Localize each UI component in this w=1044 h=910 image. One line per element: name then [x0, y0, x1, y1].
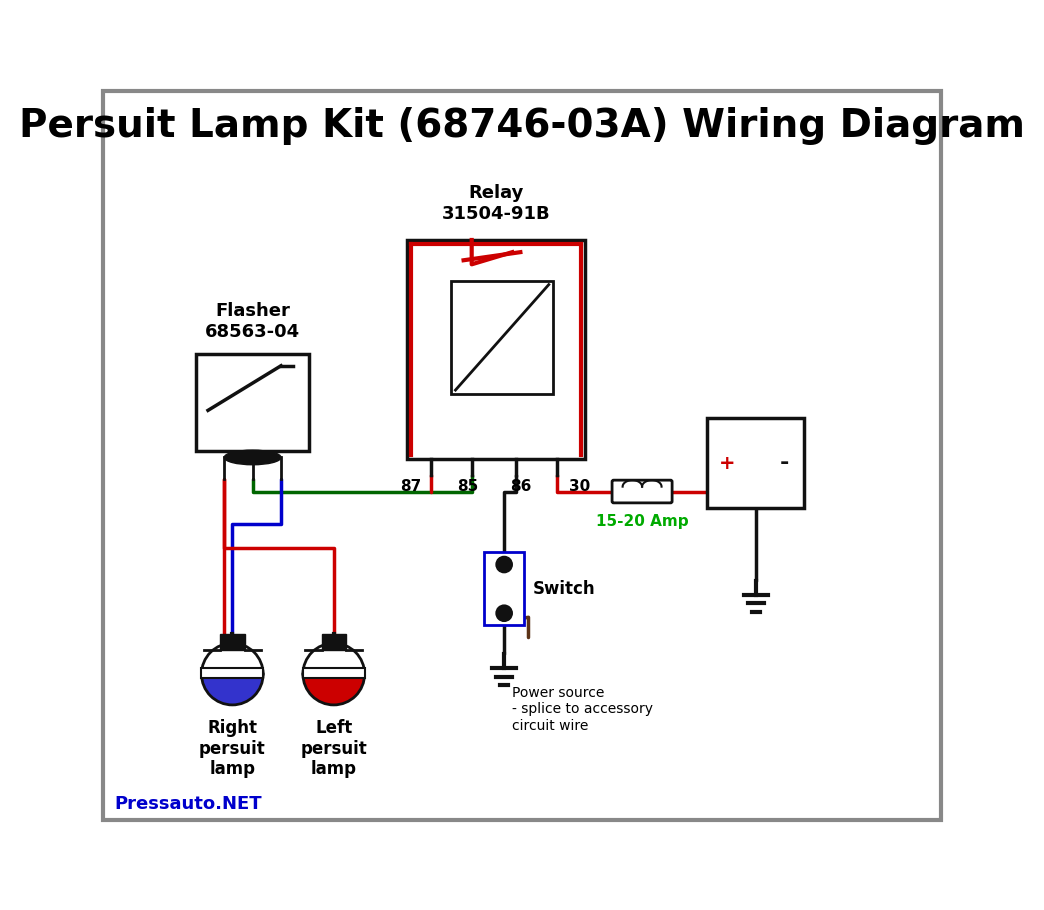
Wedge shape — [201, 643, 263, 674]
Wedge shape — [303, 643, 364, 674]
FancyBboxPatch shape — [612, 480, 672, 503]
Wedge shape — [303, 674, 364, 705]
Text: Persuit Lamp Kit (68746-03A) Wiring Diagram: Persuit Lamp Kit (68746-03A) Wiring Diag… — [19, 107, 1025, 146]
FancyBboxPatch shape — [451, 280, 553, 394]
FancyBboxPatch shape — [196, 354, 309, 451]
Bar — [303, 669, 364, 678]
Bar — [322, 633, 346, 650]
Text: Left
persuit
lamp: Left persuit lamp — [301, 719, 367, 778]
Ellipse shape — [224, 450, 281, 465]
Text: 15-20 Amp: 15-20 Amp — [596, 514, 688, 530]
FancyBboxPatch shape — [707, 419, 804, 508]
Circle shape — [496, 556, 513, 572]
Text: 30: 30 — [569, 480, 590, 494]
Text: Power source
- splice to accessory
circuit wire: Power source - splice to accessory circu… — [513, 686, 654, 733]
Wedge shape — [201, 674, 263, 705]
Circle shape — [497, 557, 512, 571]
Text: 85: 85 — [457, 480, 478, 494]
Bar — [220, 633, 244, 650]
FancyBboxPatch shape — [407, 240, 586, 459]
Text: +: + — [719, 453, 736, 472]
Text: Flasher
68563-04: Flasher 68563-04 — [205, 302, 301, 340]
Text: Switch: Switch — [532, 580, 595, 598]
Text: 87: 87 — [400, 480, 422, 494]
Circle shape — [497, 606, 512, 621]
Text: 86: 86 — [509, 480, 531, 494]
Text: Right
persuit
lamp: Right persuit lamp — [199, 719, 266, 778]
Bar — [201, 669, 263, 678]
Text: -: - — [780, 453, 789, 473]
Text: Pressauto.NET: Pressauto.NET — [115, 795, 262, 813]
Circle shape — [496, 605, 513, 622]
FancyBboxPatch shape — [483, 552, 524, 625]
Text: Relay
31504-91B: Relay 31504-91B — [442, 184, 550, 223]
